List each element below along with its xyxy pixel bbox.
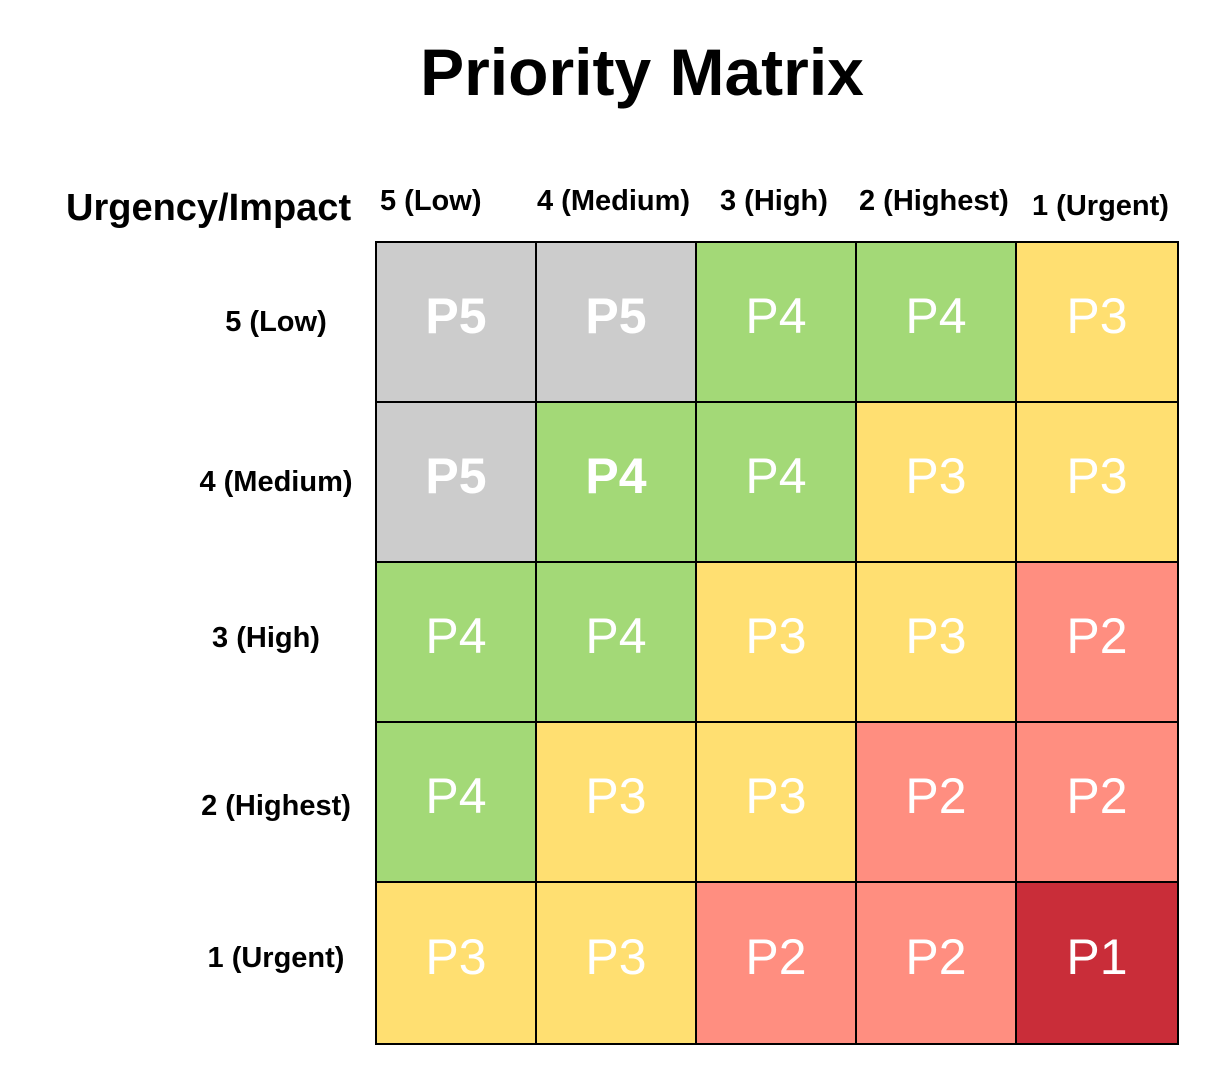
row-header-high: 3 (High) bbox=[212, 622, 320, 654]
row-header-highest: 2 (Highest) bbox=[201, 790, 351, 822]
priority-grid: P5 P5 P4 P4 P3 P5 P4 P4 P3 P3 P4 P4 P3 P… bbox=[375, 241, 1179, 1045]
matrix-cell: P3 bbox=[857, 403, 1017, 563]
matrix-cell: P3 bbox=[697, 723, 857, 883]
matrix-cell: P3 bbox=[377, 883, 537, 1043]
matrix-cell: P5 bbox=[377, 243, 537, 403]
matrix-cell: P2 bbox=[697, 883, 857, 1043]
matrix-cell: P4 bbox=[377, 563, 537, 723]
column-header-high: 3 (High) bbox=[720, 185, 828, 217]
matrix-cell: P3 bbox=[1017, 243, 1177, 403]
matrix-cell: P4 bbox=[377, 723, 537, 883]
matrix-cell: P3 bbox=[1017, 403, 1177, 563]
column-header-medium: 4 (Medium) bbox=[537, 185, 691, 217]
column-header-low: 5 (Low) bbox=[380, 185, 482, 217]
row-header-low: 5 (Low) bbox=[225, 306, 327, 338]
matrix-cell: P2 bbox=[1017, 563, 1177, 723]
matrix-cell: P4 bbox=[697, 243, 857, 403]
matrix-cell: P1 bbox=[1017, 883, 1177, 1043]
matrix-cell: P4 bbox=[697, 403, 857, 563]
matrix-cell: P4 bbox=[537, 403, 697, 563]
row-header-urgent: 1 (Urgent) bbox=[207, 942, 345, 974]
column-header-highest: 2 (Highest) bbox=[859, 185, 1009, 217]
matrix-cell: P3 bbox=[697, 563, 857, 723]
matrix-cell: P5 bbox=[377, 403, 537, 563]
page-title: Priority Matrix bbox=[420, 35, 864, 109]
axis-label-urgency-impact: Urgency/Impact bbox=[66, 187, 352, 229]
matrix-cell: P2 bbox=[857, 883, 1017, 1043]
matrix-cell: P5 bbox=[537, 243, 697, 403]
matrix-cell: P2 bbox=[857, 723, 1017, 883]
row-header-medium: 4 (Medium) bbox=[199, 466, 353, 498]
column-header-urgent: 1 (Urgent) bbox=[1032, 190, 1169, 222]
matrix-cell: P3 bbox=[537, 883, 697, 1043]
matrix-cell: P2 bbox=[1017, 723, 1177, 883]
matrix-cell: P3 bbox=[537, 723, 697, 883]
matrix-cell: P4 bbox=[857, 243, 1017, 403]
matrix-cell: P3 bbox=[857, 563, 1017, 723]
matrix-cell: P4 bbox=[537, 563, 697, 723]
